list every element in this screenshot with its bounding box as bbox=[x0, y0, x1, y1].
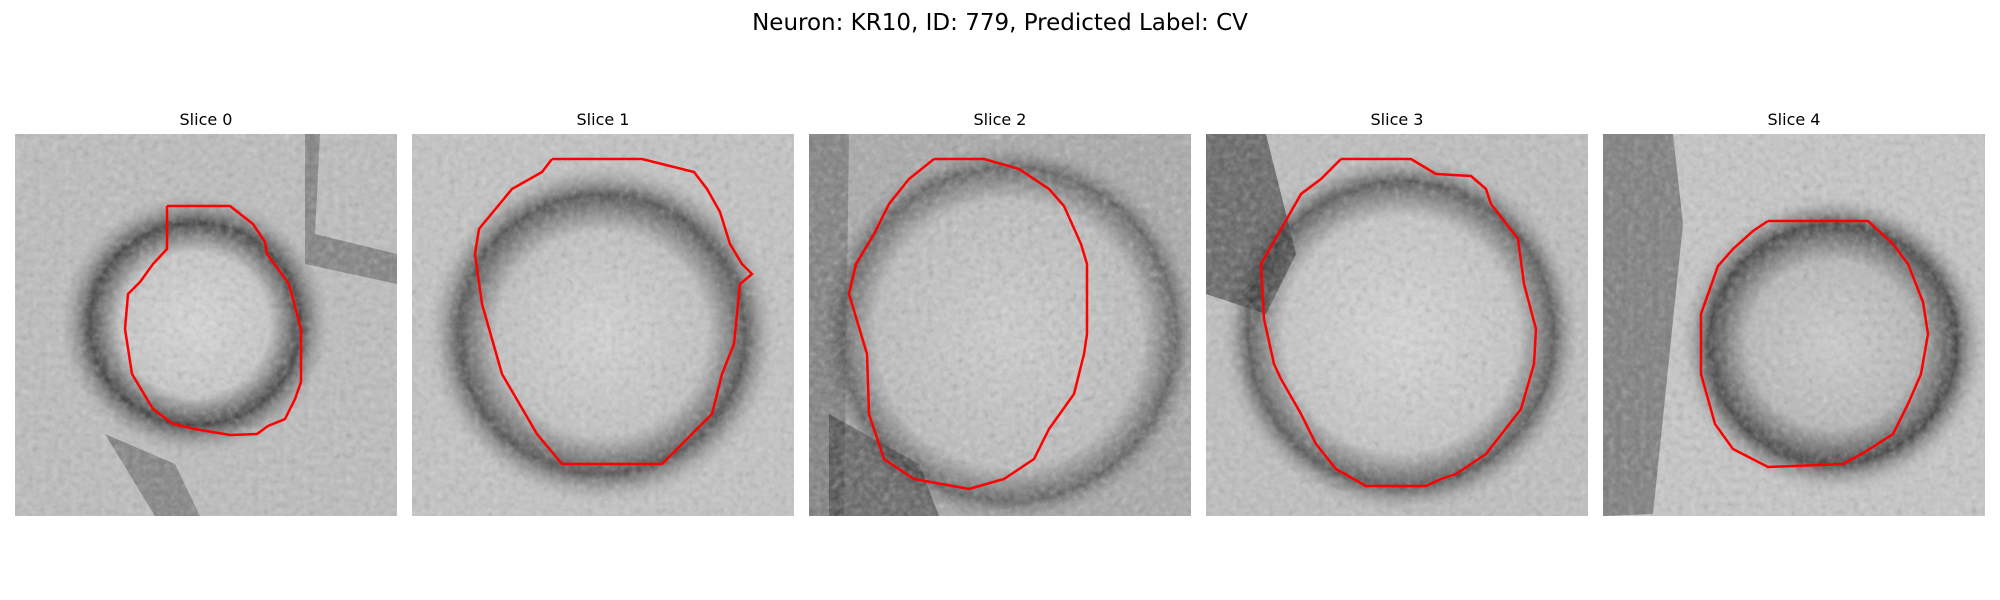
figure-title: Neuron: KR10, ID: 779, Predicted Label: … bbox=[752, 10, 1248, 36]
em-image-slice-3 bbox=[1206, 134, 1588, 516]
slice-panel-4: Slice 4 bbox=[1603, 110, 1985, 516]
slice-title: Slice 1 bbox=[576, 110, 630, 129]
slice-title: Slice 0 bbox=[179, 110, 233, 129]
contour-slice-3 bbox=[1259, 157, 1538, 488]
slice-panel-3: Slice 3 bbox=[1206, 110, 1588, 516]
contour-slice-2 bbox=[847, 157, 1089, 491]
em-image-slice-1 bbox=[412, 134, 794, 516]
contour-slice-0 bbox=[123, 204, 303, 437]
contour-slice-4 bbox=[1699, 219, 1930, 469]
slice-title: Slice 3 bbox=[1370, 110, 1424, 129]
em-image-slice-2 bbox=[809, 134, 1191, 516]
contour-slice-1 bbox=[473, 157, 754, 466]
slice-title: Slice 2 bbox=[973, 110, 1027, 129]
slice-panel-1: Slice 1 bbox=[412, 110, 794, 516]
slice-panel-0: Slice 0 bbox=[15, 110, 397, 516]
em-image-slice-4 bbox=[1603, 134, 1985, 516]
slice-panel-2: Slice 2 bbox=[809, 110, 1191, 516]
slice-title: Slice 4 bbox=[1767, 110, 1821, 129]
em-image-slice-0 bbox=[15, 134, 397, 516]
